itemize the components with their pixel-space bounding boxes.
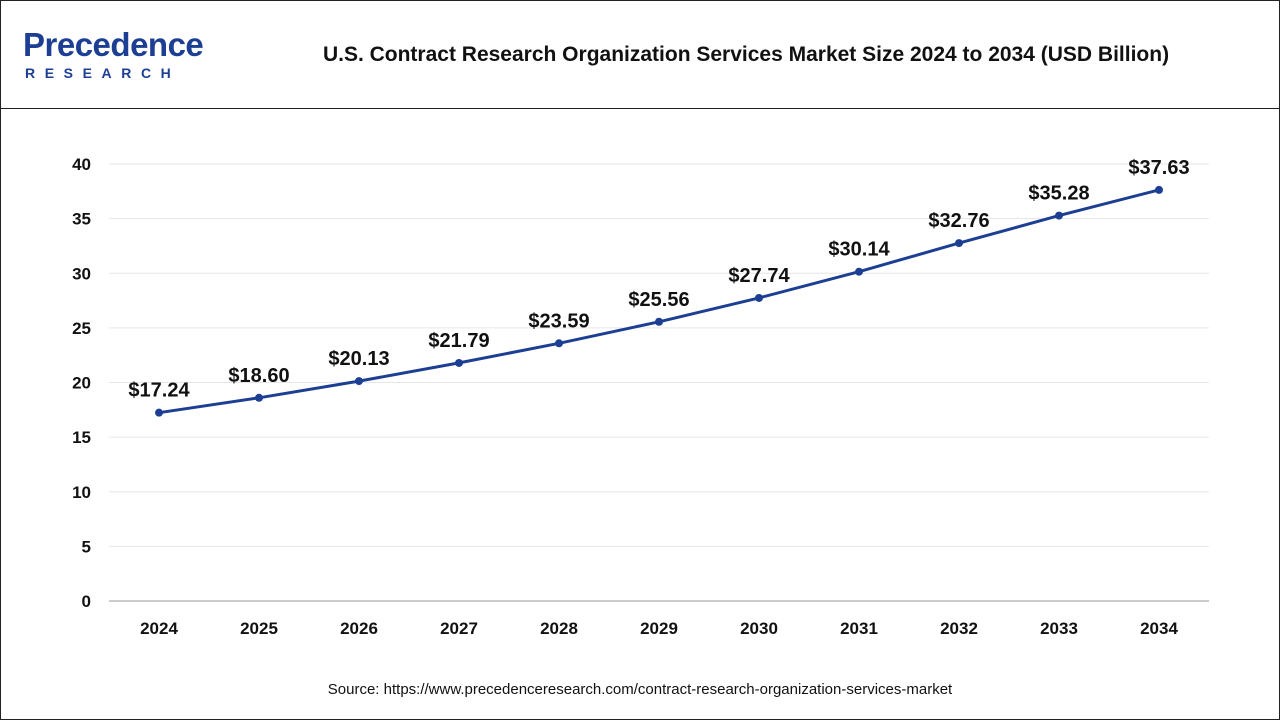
data-label: $25.56 [628, 289, 689, 311]
y-tick-label: 15 [72, 428, 91, 447]
logo-wordmark: Precedence [23, 26, 204, 63]
data-point [955, 239, 963, 248]
x-tick-label: 2034 [1140, 619, 1178, 638]
data-label: $17.24 [128, 380, 190, 402]
data-point [1155, 185, 1163, 194]
data-point [255, 393, 263, 402]
x-tick-label: 2030 [740, 619, 778, 638]
header: Precedence RESEARCH U.S. Contract Resear… [1, 1, 1279, 109]
data-label: $32.76 [928, 210, 989, 232]
data-point [655, 317, 663, 326]
data-label: $27.74 [728, 265, 790, 287]
data-label: $30.14 [828, 239, 890, 261]
data-point [855, 267, 863, 276]
x-tick-label: 2029 [640, 619, 678, 638]
y-tick-label: 0 [82, 592, 91, 611]
x-tick-label: 2027 [440, 619, 478, 638]
data-point [155, 408, 163, 417]
y-tick-label: 25 [72, 319, 91, 338]
data-label: $20.13 [328, 348, 389, 370]
y-tick-label: 10 [72, 483, 91, 502]
data-label: $37.63 [1128, 157, 1189, 179]
x-tick-label: 2033 [1040, 619, 1078, 638]
data-label: $21.79 [428, 330, 489, 352]
source-note: Source: https://www.precedenceresearch.c… [327, 681, 953, 698]
chart-title: U.S. Contract Research Organization Serv… [322, 43, 1170, 66]
data-point [455, 358, 463, 367]
data-label: $23.59 [528, 310, 589, 332]
x-tick-label: 2025 [240, 619, 278, 638]
line-chart: 0 5 10 15 20 25 30 35 40 2024 2025 2026 2027 2028 2029… [1, 109, 1279, 674]
data-point [755, 293, 763, 302]
y-tick-label: 35 [72, 210, 91, 229]
x-tick-label: 2024 [140, 619, 178, 638]
brand-logo: Precedence RESEARCH [23, 27, 223, 87]
x-tick-label: 2028 [540, 619, 578, 638]
x-tick-label: 2026 [340, 619, 378, 638]
data-label: $18.60 [228, 365, 289, 387]
y-tick-label: 5 [82, 537, 91, 556]
data-point [1055, 211, 1063, 220]
y-tick-label: 40 [72, 155, 91, 174]
data-point [355, 377, 363, 386]
y-tick-label: 30 [72, 264, 91, 283]
x-tick-label: 2032 [940, 619, 978, 638]
logo-subtitle: RESEARCH [25, 65, 181, 81]
data-point [555, 339, 563, 348]
y-tick-label: 20 [72, 374, 91, 393]
data-label: $35.28 [1028, 183, 1089, 205]
x-tick-label: 2031 [840, 619, 878, 638]
